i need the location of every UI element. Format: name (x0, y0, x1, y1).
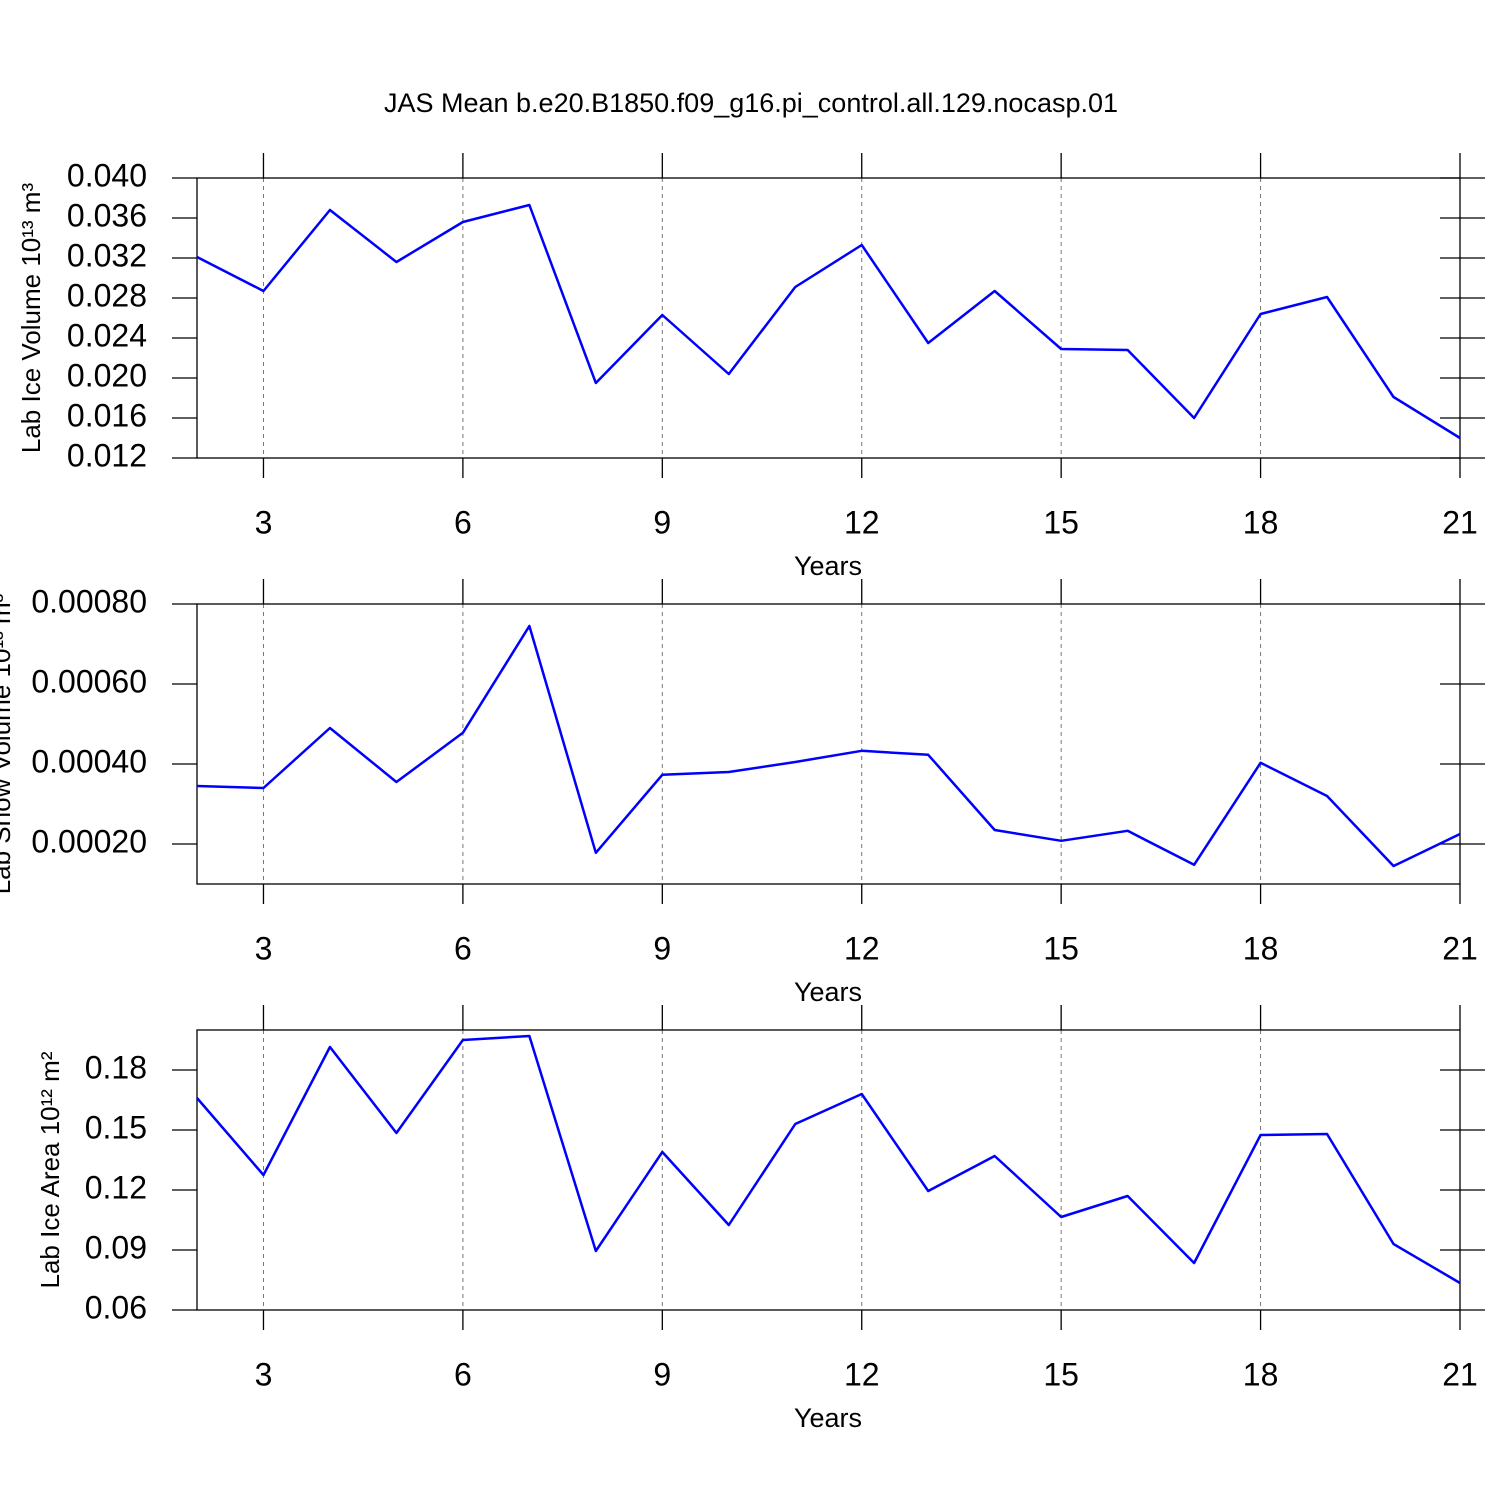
y-tick-label: 0.12 (85, 1169, 147, 1205)
y-tick-label: 0.18 (85, 1049, 147, 1085)
x-tick-label: 12 (844, 504, 880, 540)
x-tick-label: 15 (1043, 1356, 1079, 1392)
y-axis-label: Lab Ice Area 10¹² m² (35, 1051, 65, 1288)
data-line (196, 624, 1461, 868)
y-axis-label: Lab Ice Volume 10¹³ m³ (16, 183, 46, 454)
x-axis-label: Years (794, 551, 862, 581)
x-tick-label: 15 (1043, 930, 1079, 966)
y-tick-label: 0.09 (85, 1229, 147, 1265)
x-tick-label: 6 (454, 1356, 472, 1392)
x-tick-label: 9 (653, 1356, 671, 1392)
plot-frame (196, 1029, 1461, 1311)
y-tick-label: 0.024 (67, 317, 147, 353)
x-tick-label: 9 (653, 504, 671, 540)
x-tick-label: 15 (1043, 504, 1079, 540)
y-tick-label: 0.020 (67, 357, 147, 393)
plot-frame (196, 177, 1461, 459)
y-tick-label: 0.012 (67, 437, 147, 473)
x-axis-label: Years (794, 977, 862, 1007)
data-line (196, 1034, 1461, 1285)
x-tick-label: 18 (1243, 930, 1279, 966)
y-tick-label: 0.00040 (31, 743, 147, 779)
y-tick-label: 0.00080 (31, 583, 147, 619)
x-tick-label: 3 (255, 1356, 273, 1392)
y-tick-label: 0.028 (67, 277, 147, 313)
x-tick-label: 21 (1442, 504, 1478, 540)
x-tick-label: 21 (1442, 1356, 1478, 1392)
x-tick-label: 12 (844, 930, 880, 966)
x-tick-label: 9 (653, 930, 671, 966)
y-tick-label: 0.00060 (31, 663, 147, 699)
y-tick-label: 0.040 (67, 157, 147, 193)
data-line (196, 203, 1461, 440)
y-tick-label: 0.06 (85, 1289, 147, 1325)
plot-frame (196, 603, 1461, 885)
x-tick-label: 3 (255, 504, 273, 540)
figure-title: JAS Mean b.e20.B1850.f09_g16.pi_control.… (384, 88, 1118, 118)
x-tick-label: 6 (454, 504, 472, 540)
x-tick-label: 12 (844, 1356, 880, 1392)
x-tick-label: 18 (1243, 504, 1279, 540)
y-tick-label: 0.00020 (31, 823, 147, 859)
y-tick-label: 0.036 (67, 197, 147, 233)
x-axis-label: Years (794, 1403, 862, 1433)
x-tick-label: 21 (1442, 930, 1478, 966)
y-tick-label: 0.016 (67, 397, 147, 433)
x-tick-label: 18 (1243, 1356, 1279, 1392)
x-tick-label: 3 (255, 930, 273, 966)
y-tick-label: 0.032 (67, 237, 147, 273)
x-tick-label: 6 (454, 930, 472, 966)
y-tick-label: 0.15 (85, 1109, 147, 1145)
y-axis-label: Lab Snow Volume 10¹³ m³ (0, 593, 16, 894)
